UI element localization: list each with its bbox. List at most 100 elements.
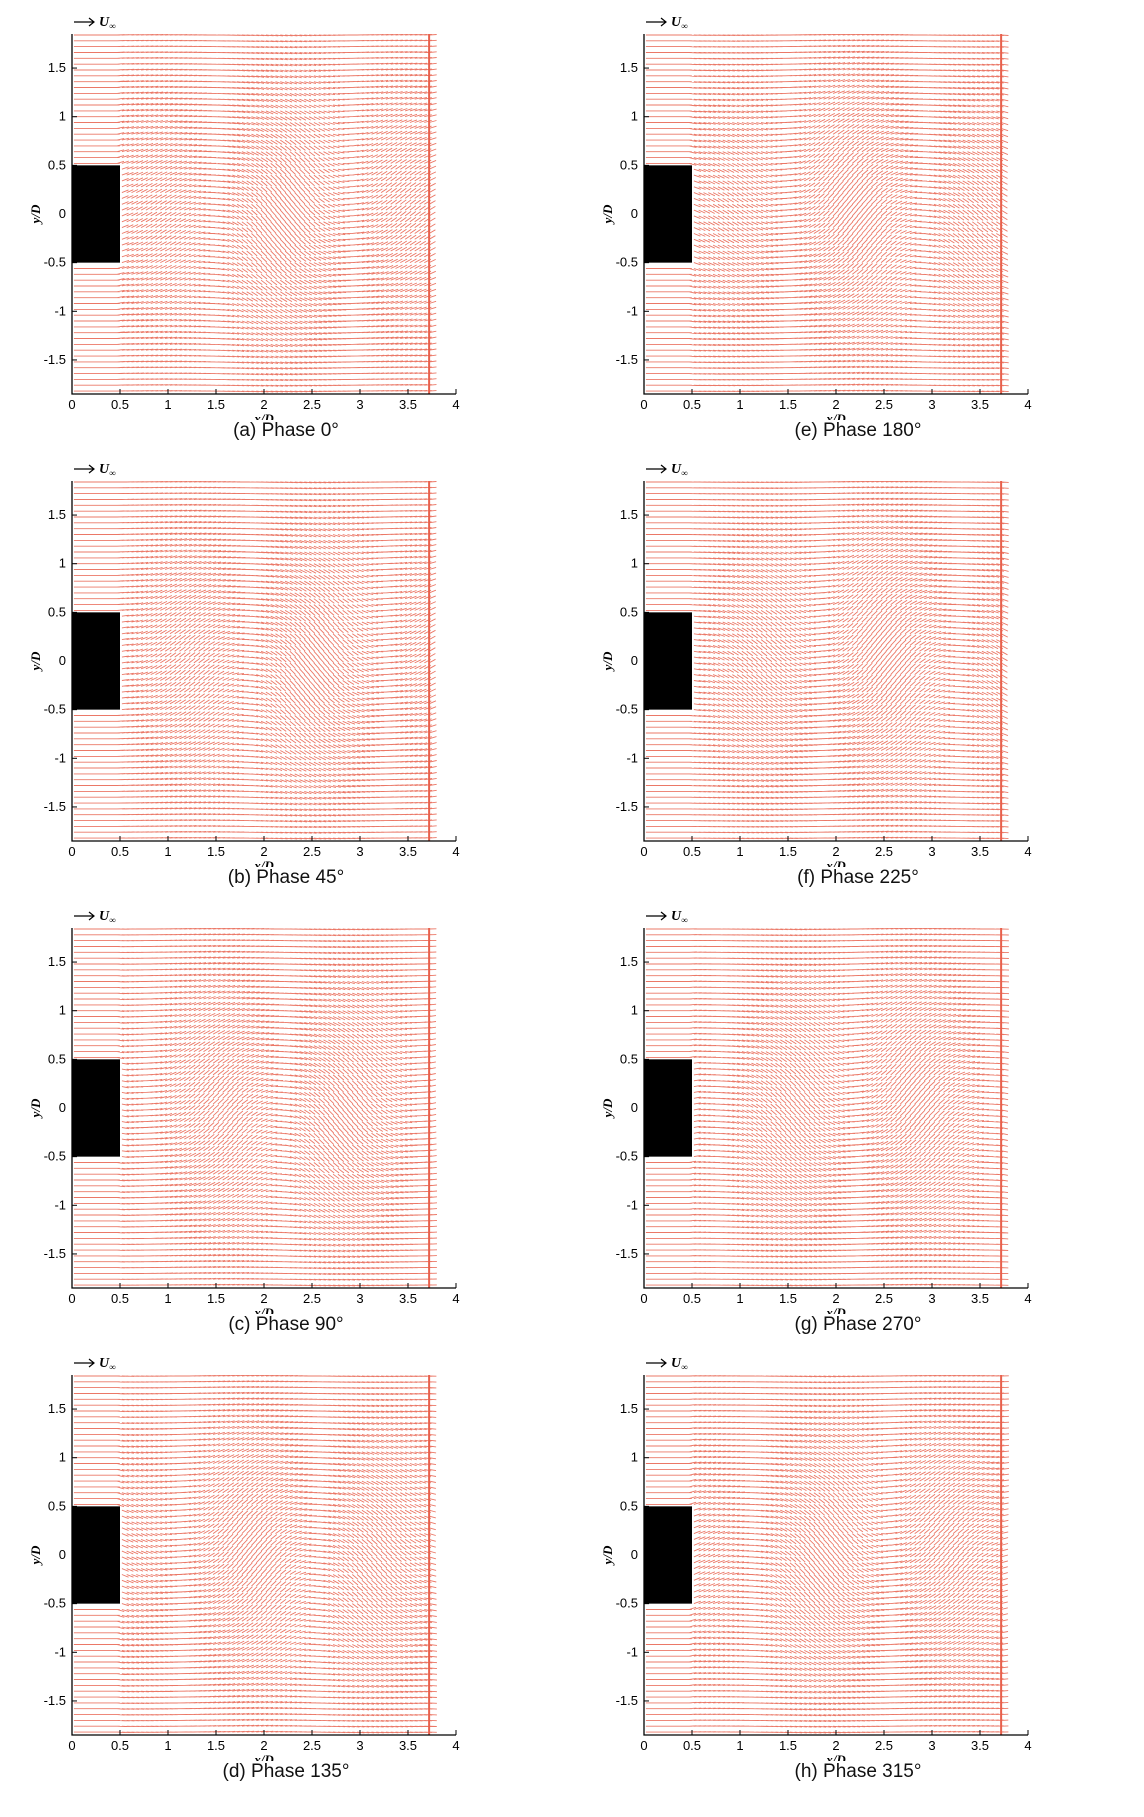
x-axis-label: x/D [825, 1752, 846, 1761]
y-tick-label: -0.5 [616, 255, 638, 270]
freestream-arrow-icon [646, 911, 667, 921]
y-axis-label: y/D [600, 1098, 615, 1119]
panel-caption: (c) Phase 90° [228, 1314, 344, 1335]
x-tick-label: 4 [1024, 397, 1031, 412]
y-tick-label: 0.5 [48, 604, 66, 619]
x-tick-label: 3.5 [399, 397, 417, 412]
velocity-vectors [645, 928, 1010, 1287]
y-tick-label: 0.5 [620, 604, 638, 619]
panel-caption: (e) Phase 180° [794, 420, 922, 441]
vector-plot: 0 0.5 1 1.5 2 2.5 3 3.5 4 -1.5 -1 -0.5 0 0.5 1 1.5 x/D y/… [600, 909, 1032, 1314]
velocity-vectors [645, 34, 1009, 393]
y-tick-label: 1.5 [48, 60, 66, 75]
x-tick-label: 2.5 [303, 397, 321, 412]
y-tick-label: -1.5 [616, 799, 638, 814]
y-tick-label: 1.5 [620, 60, 638, 75]
x-tick-label: 3.5 [971, 844, 989, 859]
vector-field [73, 928, 438, 1288]
y-tick-label: -1 [54, 1644, 66, 1659]
panel-a: 0 0.5 1 1.5 2 2.5 3 3.5 4 -1.5 -1 -0.5 0 0.5 1 1.5 x/D y/… [0, 0, 572, 454]
velocity-vectors [645, 481, 1009, 840]
vector-field [645, 34, 1009, 394]
obstacle-body [644, 612, 692, 710]
x-tick-label: 0.5 [111, 844, 129, 859]
x-tick-label: 3 [356, 844, 363, 859]
x-tick-label: 4 [1024, 1738, 1031, 1753]
freestream-label: U∞ [671, 15, 688, 31]
y-tick-label: 1 [631, 1450, 638, 1465]
y-tick-label: -1.5 [44, 1246, 66, 1261]
x-tick-label: 1.5 [207, 1291, 225, 1306]
y-axis-label: y/D [600, 1545, 615, 1566]
x-tick-label: 3 [928, 844, 935, 859]
x-tick-label: 3.5 [971, 1291, 989, 1306]
x-tick-label: 2 [832, 1738, 839, 1753]
y-tick-label: 0 [631, 1547, 638, 1562]
y-tick-label: -0.5 [44, 1596, 66, 1611]
x-tick-label: 3.5 [399, 844, 417, 859]
y-tick-label: -1.5 [616, 352, 638, 367]
x-tick-label: 1 [736, 397, 743, 412]
x-tick-label: 0.5 [683, 1291, 701, 1306]
x-tick-label: 0 [68, 844, 75, 859]
y-tick-label: 0.5 [620, 1498, 638, 1513]
x-tick-label: 3 [928, 397, 935, 412]
x-axis-label: x/D [253, 858, 274, 867]
x-tick-label: 0.5 [111, 1291, 129, 1306]
x-tick-label: 1.5 [779, 1738, 797, 1753]
y-tick-label: 1.5 [48, 507, 66, 522]
x-tick-label: 1.5 [207, 844, 225, 859]
x-tick-label: 0.5 [111, 1738, 129, 1753]
y-tick-label: -1 [54, 750, 66, 765]
panel-b: 0 0.5 1 1.5 2 2.5 3 3.5 4 -1.5 -1 -0.5 0 0.5 1 1.5 x/D y/… [0, 447, 572, 901]
vector-plot: 0 0.5 1 1.5 2 2.5 3 3.5 4 -1.5 -1 -0.5 0 0.5 1 1.5 x/D y/… [28, 462, 460, 867]
x-tick-label: 3.5 [971, 1738, 989, 1753]
x-tick-label: 1 [164, 1738, 171, 1753]
x-tick-label: 0 [640, 397, 647, 412]
vector-field [73, 1375, 438, 1735]
x-tick-label: 1 [736, 1738, 743, 1753]
y-tick-label: 0 [631, 206, 638, 221]
panel-c: 0 0.5 1 1.5 2 2.5 3 3.5 4 -1.5 -1 -0.5 0 0.5 1 1.5 x/D y/… [0, 894, 572, 1348]
x-tick-label: 3 [928, 1738, 935, 1753]
y-tick-label: 1.5 [620, 954, 638, 969]
x-tick-label: 2.5 [303, 1738, 321, 1753]
x-tick-label: 2.5 [875, 1291, 893, 1306]
x-tick-label: 4 [452, 844, 459, 859]
x-tick-label: 0.5 [111, 397, 129, 412]
x-tick-label: 2.5 [303, 844, 321, 859]
x-tick-label: 1.5 [207, 397, 225, 412]
y-tick-label: -1 [626, 1644, 638, 1659]
x-tick-label: 2.5 [875, 397, 893, 412]
velocity-vectors [73, 928, 438, 1287]
y-tick-label: 1 [631, 556, 638, 571]
y-axis-label: y/D [28, 1098, 43, 1119]
velocity-vectors [645, 1375, 1010, 1734]
x-tick-label: 3 [356, 1738, 363, 1753]
freestream-label: U∞ [99, 462, 116, 478]
obstacle-body [72, 1506, 120, 1604]
freestream-arrow-icon [74, 17, 95, 27]
x-tick-label: 2.5 [875, 844, 893, 859]
y-axis-label: y/D [600, 651, 615, 672]
x-tick-label: 2 [260, 1738, 267, 1753]
panel-h: 0 0.5 1 1.5 2 2.5 3 3.5 4 -1.5 -1 -0.5 0 0.5 1 1.5 x/D y/… [572, 1341, 1144, 1795]
y-tick-label: 1 [59, 556, 66, 571]
y-tick-label: 1 [59, 1450, 66, 1465]
x-tick-label: 3 [356, 397, 363, 412]
y-tick-label: 1 [59, 109, 66, 124]
y-tick-label: 1 [631, 1003, 638, 1018]
vector-plot: 0 0.5 1 1.5 2 2.5 3 3.5 4 -1.5 -1 -0.5 0 0.5 1 1.5 x/D y/… [600, 462, 1032, 867]
panel-caption: (b) Phase 45° [227, 867, 345, 888]
obstacle-body [72, 165, 120, 263]
x-tick-label: 0 [68, 397, 75, 412]
y-tick-label: 0 [59, 206, 66, 221]
x-axis-label: x/D [825, 411, 846, 420]
x-tick-label: 4 [452, 1738, 459, 1753]
y-tick-label: 1.5 [48, 954, 66, 969]
y-tick-label: -0.5 [44, 1149, 66, 1164]
x-tick-label: 4 [452, 1291, 459, 1306]
y-tick-label: 0.5 [620, 157, 638, 172]
velocity-vectors [73, 481, 437, 840]
x-tick-label: 0 [640, 1738, 647, 1753]
